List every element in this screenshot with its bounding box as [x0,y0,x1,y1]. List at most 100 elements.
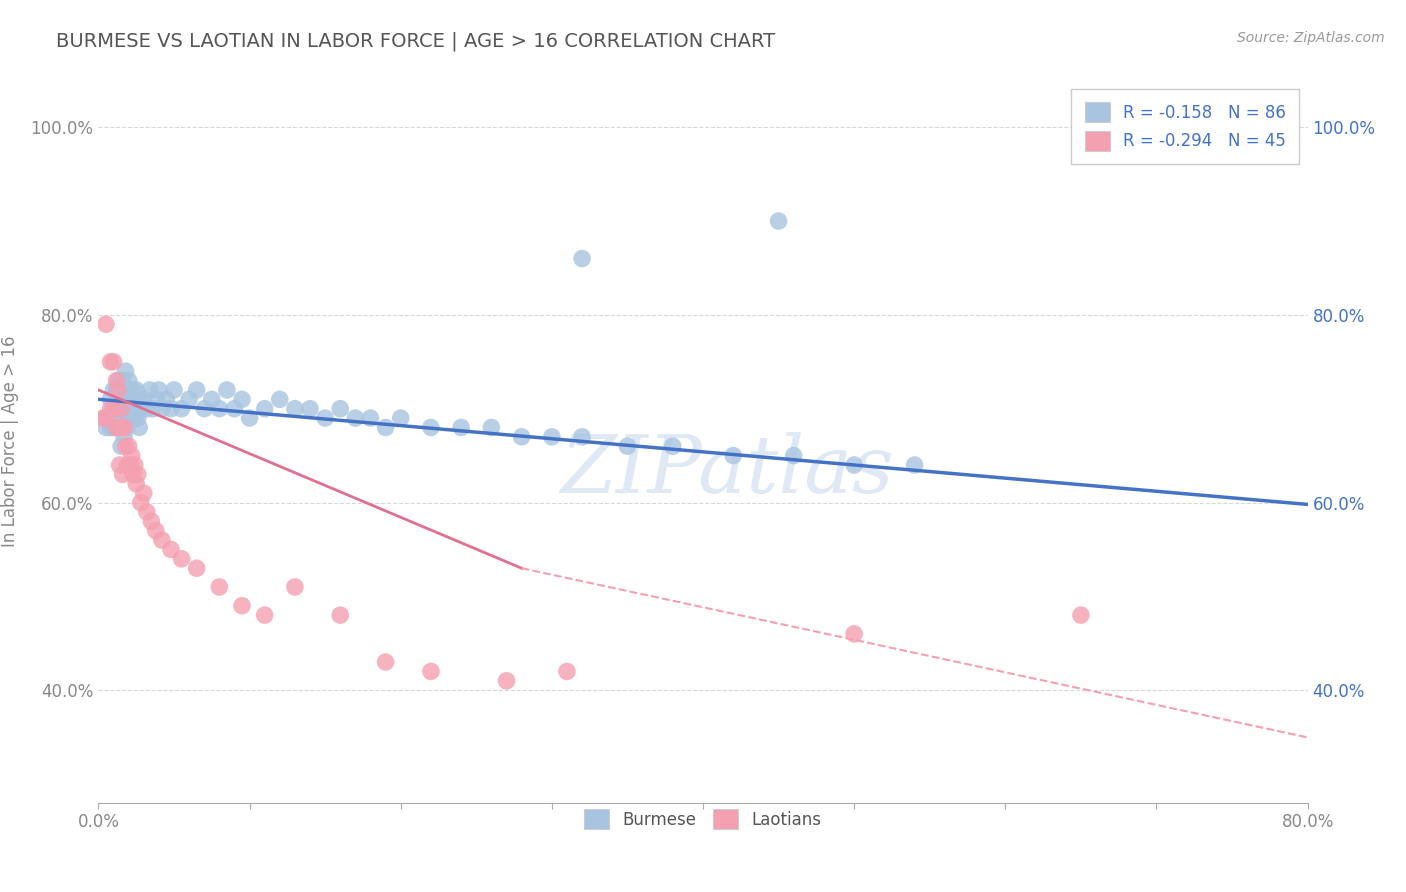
Point [269,392,291,407]
Point [107,401,129,416]
Point [127,467,149,482]
Point [108,458,131,472]
Point [124,411,146,425]
Point [107,374,129,388]
Point [112,430,135,444]
Point [94,411,117,425]
Point [129,401,152,416]
Point [155,392,177,407]
Point [128,420,150,434]
Point [510,430,533,444]
Point [100,392,122,407]
Point [127,392,149,407]
Point [120,401,142,416]
Point [132,392,155,407]
Point [1070,608,1092,623]
Point [160,542,183,557]
Point [571,252,593,266]
Point [108,383,131,397]
Point [314,411,336,425]
Point [103,383,125,397]
Point [124,392,146,407]
Point [208,401,231,416]
Point [100,401,122,416]
Point [94,411,117,425]
Point [193,401,215,416]
Point [122,467,145,482]
Point [768,214,790,228]
Point [170,551,193,566]
Point [661,439,683,453]
Point [114,439,136,453]
Point [105,411,128,425]
Point [160,401,183,416]
Point [208,580,231,594]
Point [186,383,208,397]
Point [112,420,135,434]
Point [450,420,472,434]
Point [108,420,131,434]
Point [122,401,145,416]
Point [111,467,134,482]
Point [142,401,165,416]
Point [118,439,141,453]
Point [112,411,135,425]
Point [118,411,141,425]
Point [110,401,132,416]
Point [284,401,307,416]
Point [129,495,152,509]
Point [103,420,125,434]
Point [135,401,157,416]
Text: BURMESE VS LAOTIAN IN LABOR FORCE | AGE > 16 CORRELATION CHART: BURMESE VS LAOTIAN IN LABOR FORCE | AGE … [56,31,775,51]
Point [389,411,412,425]
Point [121,449,143,463]
Point [118,392,141,407]
Point [94,318,117,332]
Point [723,449,745,463]
Point [571,430,593,444]
Point [360,411,382,425]
Point [148,383,170,397]
Point [150,533,173,547]
Point [128,401,150,416]
Point [105,420,128,434]
Point [145,524,167,538]
Point [329,401,352,416]
Point [115,401,138,416]
Point [91,411,114,425]
Point [100,355,122,369]
Point [111,392,134,407]
Point [420,420,443,434]
Point [170,401,193,416]
Point [139,383,162,397]
Point [231,392,253,407]
Point [783,449,806,463]
Point [844,627,866,641]
Point [120,458,142,472]
Point [103,401,125,416]
Point [299,401,322,416]
Point [121,411,143,425]
Point [103,355,125,369]
Text: ZIPatlas: ZIPatlas [561,432,894,509]
Point [540,430,562,444]
Point [186,561,208,575]
Point [110,439,132,453]
Point [329,608,352,623]
Point [114,383,136,397]
Point [125,476,148,491]
Point [132,486,155,500]
Point [150,401,173,416]
Point [141,514,163,528]
Y-axis label: In Labor Force | Age > 16: In Labor Force | Age > 16 [1,335,20,548]
Point [127,411,149,425]
Point [844,458,866,472]
Point [374,420,396,434]
Point [495,673,517,688]
Point [344,411,367,425]
Point [125,401,148,416]
Point [201,392,224,407]
Point [115,420,138,434]
Point [110,420,132,434]
Point [163,383,186,397]
